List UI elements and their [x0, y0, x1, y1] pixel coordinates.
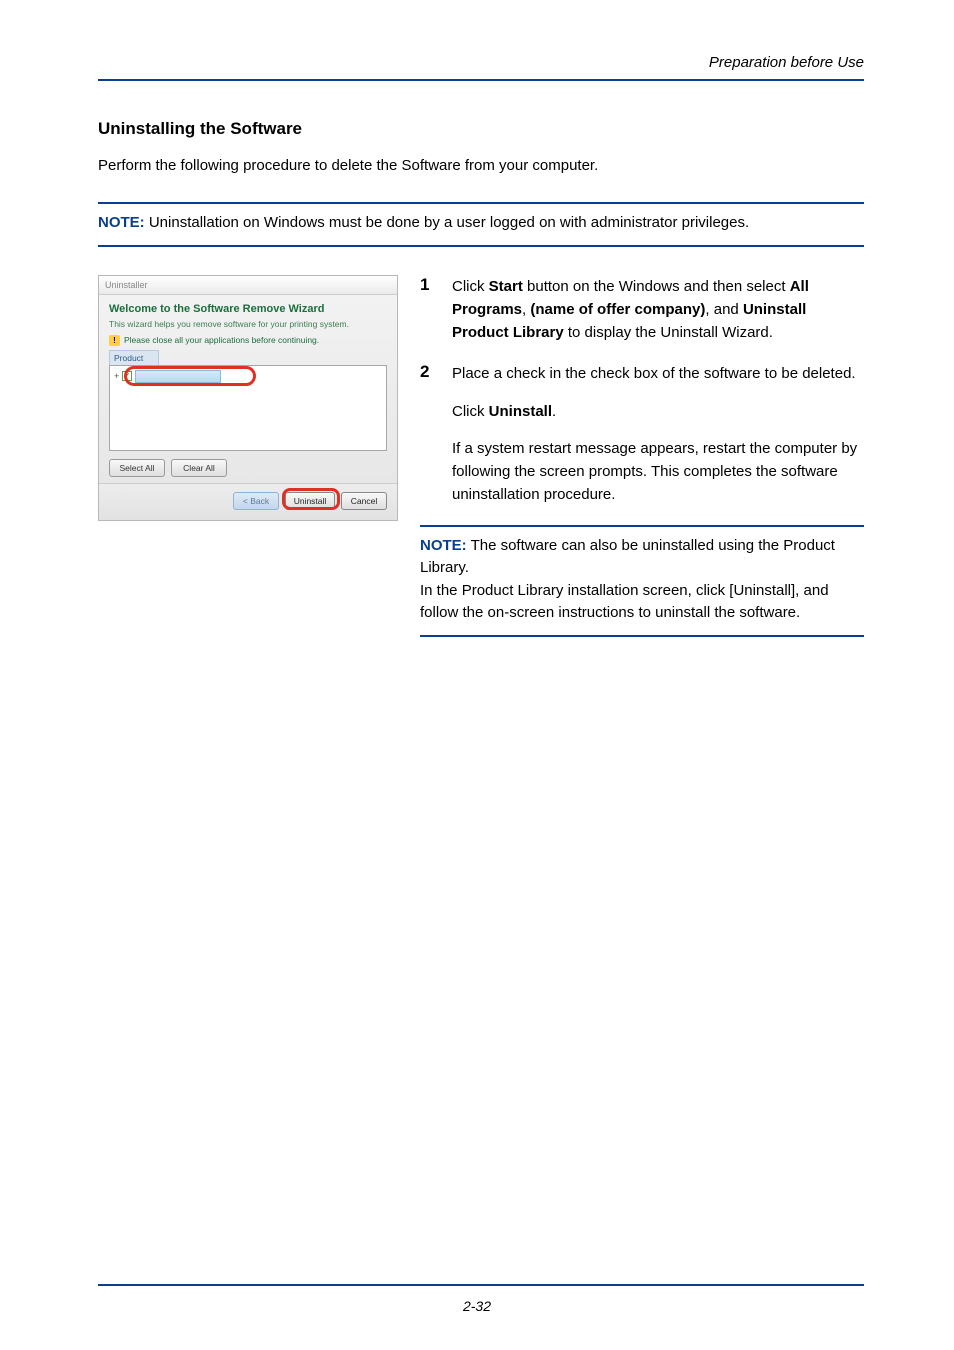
- note-label: NOTE:: [420, 537, 467, 554]
- step-2-text-1: Place a check in the check box of the so…: [452, 362, 864, 385]
- wizard-bottom-buttons: < Back Uninstall Cancel: [99, 483, 397, 520]
- note2-line1: The software can also be uninstalled usi…: [420, 537, 835, 577]
- note2-line2: In the Product Library installation scre…: [420, 582, 829, 622]
- header-rule: [98, 79, 864, 81]
- section-heading: Uninstalling the Software: [98, 119, 864, 139]
- product-checkbox[interactable]: ✓: [122, 371, 132, 381]
- wizard-product-row[interactable]: + ✓: [114, 370, 221, 383]
- page-number: 2-32: [0, 1298, 954, 1314]
- running-header: Preparation before Use: [98, 54, 864, 77]
- warning-icon: !: [109, 335, 120, 346]
- cancel-button[interactable]: Cancel: [341, 492, 387, 510]
- clear-all-button[interactable]: Clear All: [171, 459, 227, 477]
- wizard-bottom-wrap: < Back Uninstall Cancel: [99, 483, 397, 520]
- note-text: Uninstallation on Windows must be done b…: [145, 214, 749, 231]
- footer-rule: [98, 1284, 864, 1286]
- step-1-body: Click Start button on the Windows and th…: [452, 275, 864, 345]
- uninstall-wizard-window: Uninstaller Welcome to the Software Remo…: [98, 275, 398, 521]
- step-number: 2: [420, 362, 436, 506]
- product-item[interactable]: [135, 370, 221, 383]
- note-label: NOTE:: [98, 214, 145, 231]
- wizard-body: Welcome to the Software Remove Wizard Th…: [99, 295, 397, 483]
- running-header-text: Preparation before Use: [709, 54, 864, 71]
- wizard-list-header: Product: [109, 350, 159, 365]
- step-number: 1: [420, 275, 436, 345]
- screenshot-column: Uninstaller Welcome to the Software Remo…: [98, 275, 398, 637]
- wizard-subtext: This wizard helps you remove software fo…: [109, 319, 387, 329]
- wizard-warning-text: Please close all your applications befor…: [124, 335, 319, 345]
- steps-column: 1 Click Start button on the Windows and …: [420, 275, 864, 637]
- note-block-bottom: NOTE: The software can also be uninstall…: [420, 525, 864, 637]
- content-row: Uninstaller Welcome to the Software Remo…: [98, 275, 864, 637]
- note-block-top: NOTE: Uninstallation on Windows must be …: [98, 202, 864, 247]
- back-button[interactable]: < Back: [233, 492, 279, 510]
- wizard-warning-row: ! Please close all your applications bef…: [109, 335, 387, 346]
- wizard-titlebar: Uninstaller: [99, 276, 397, 295]
- select-all-button[interactable]: Select All: [109, 459, 165, 477]
- wizard-select-buttons: Select All Clear All: [109, 459, 387, 477]
- step-1: 1 Click Start button on the Windows and …: [420, 275, 864, 345]
- page: Preparation before Use Uninstalling the …: [0, 0, 954, 1350]
- uninstall-button[interactable]: Uninstall: [285, 492, 335, 510]
- step-2-text-2: Click Uninstall.: [452, 400, 864, 423]
- step-2-text-3: If a system restart message appears, res…: [452, 437, 864, 507]
- step-2: 2 Place a check in the check box of the …: [420, 362, 864, 506]
- tree-expand-icon[interactable]: +: [114, 371, 119, 381]
- step-2-body: Place a check in the check box of the so…: [452, 362, 864, 506]
- step-1-text: Click Start button on the Windows and th…: [452, 275, 864, 345]
- wizard-product-list: + ✓: [109, 365, 387, 451]
- intro-paragraph: Perform the following procedure to delet…: [98, 155, 864, 176]
- wizard-heading: Welcome to the Software Remove Wizard: [109, 303, 387, 315]
